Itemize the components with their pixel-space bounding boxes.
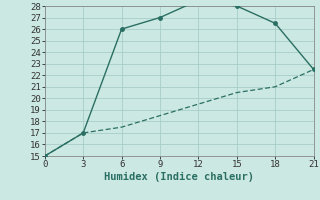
X-axis label: Humidex (Indice chaleur): Humidex (Indice chaleur) (104, 172, 254, 182)
